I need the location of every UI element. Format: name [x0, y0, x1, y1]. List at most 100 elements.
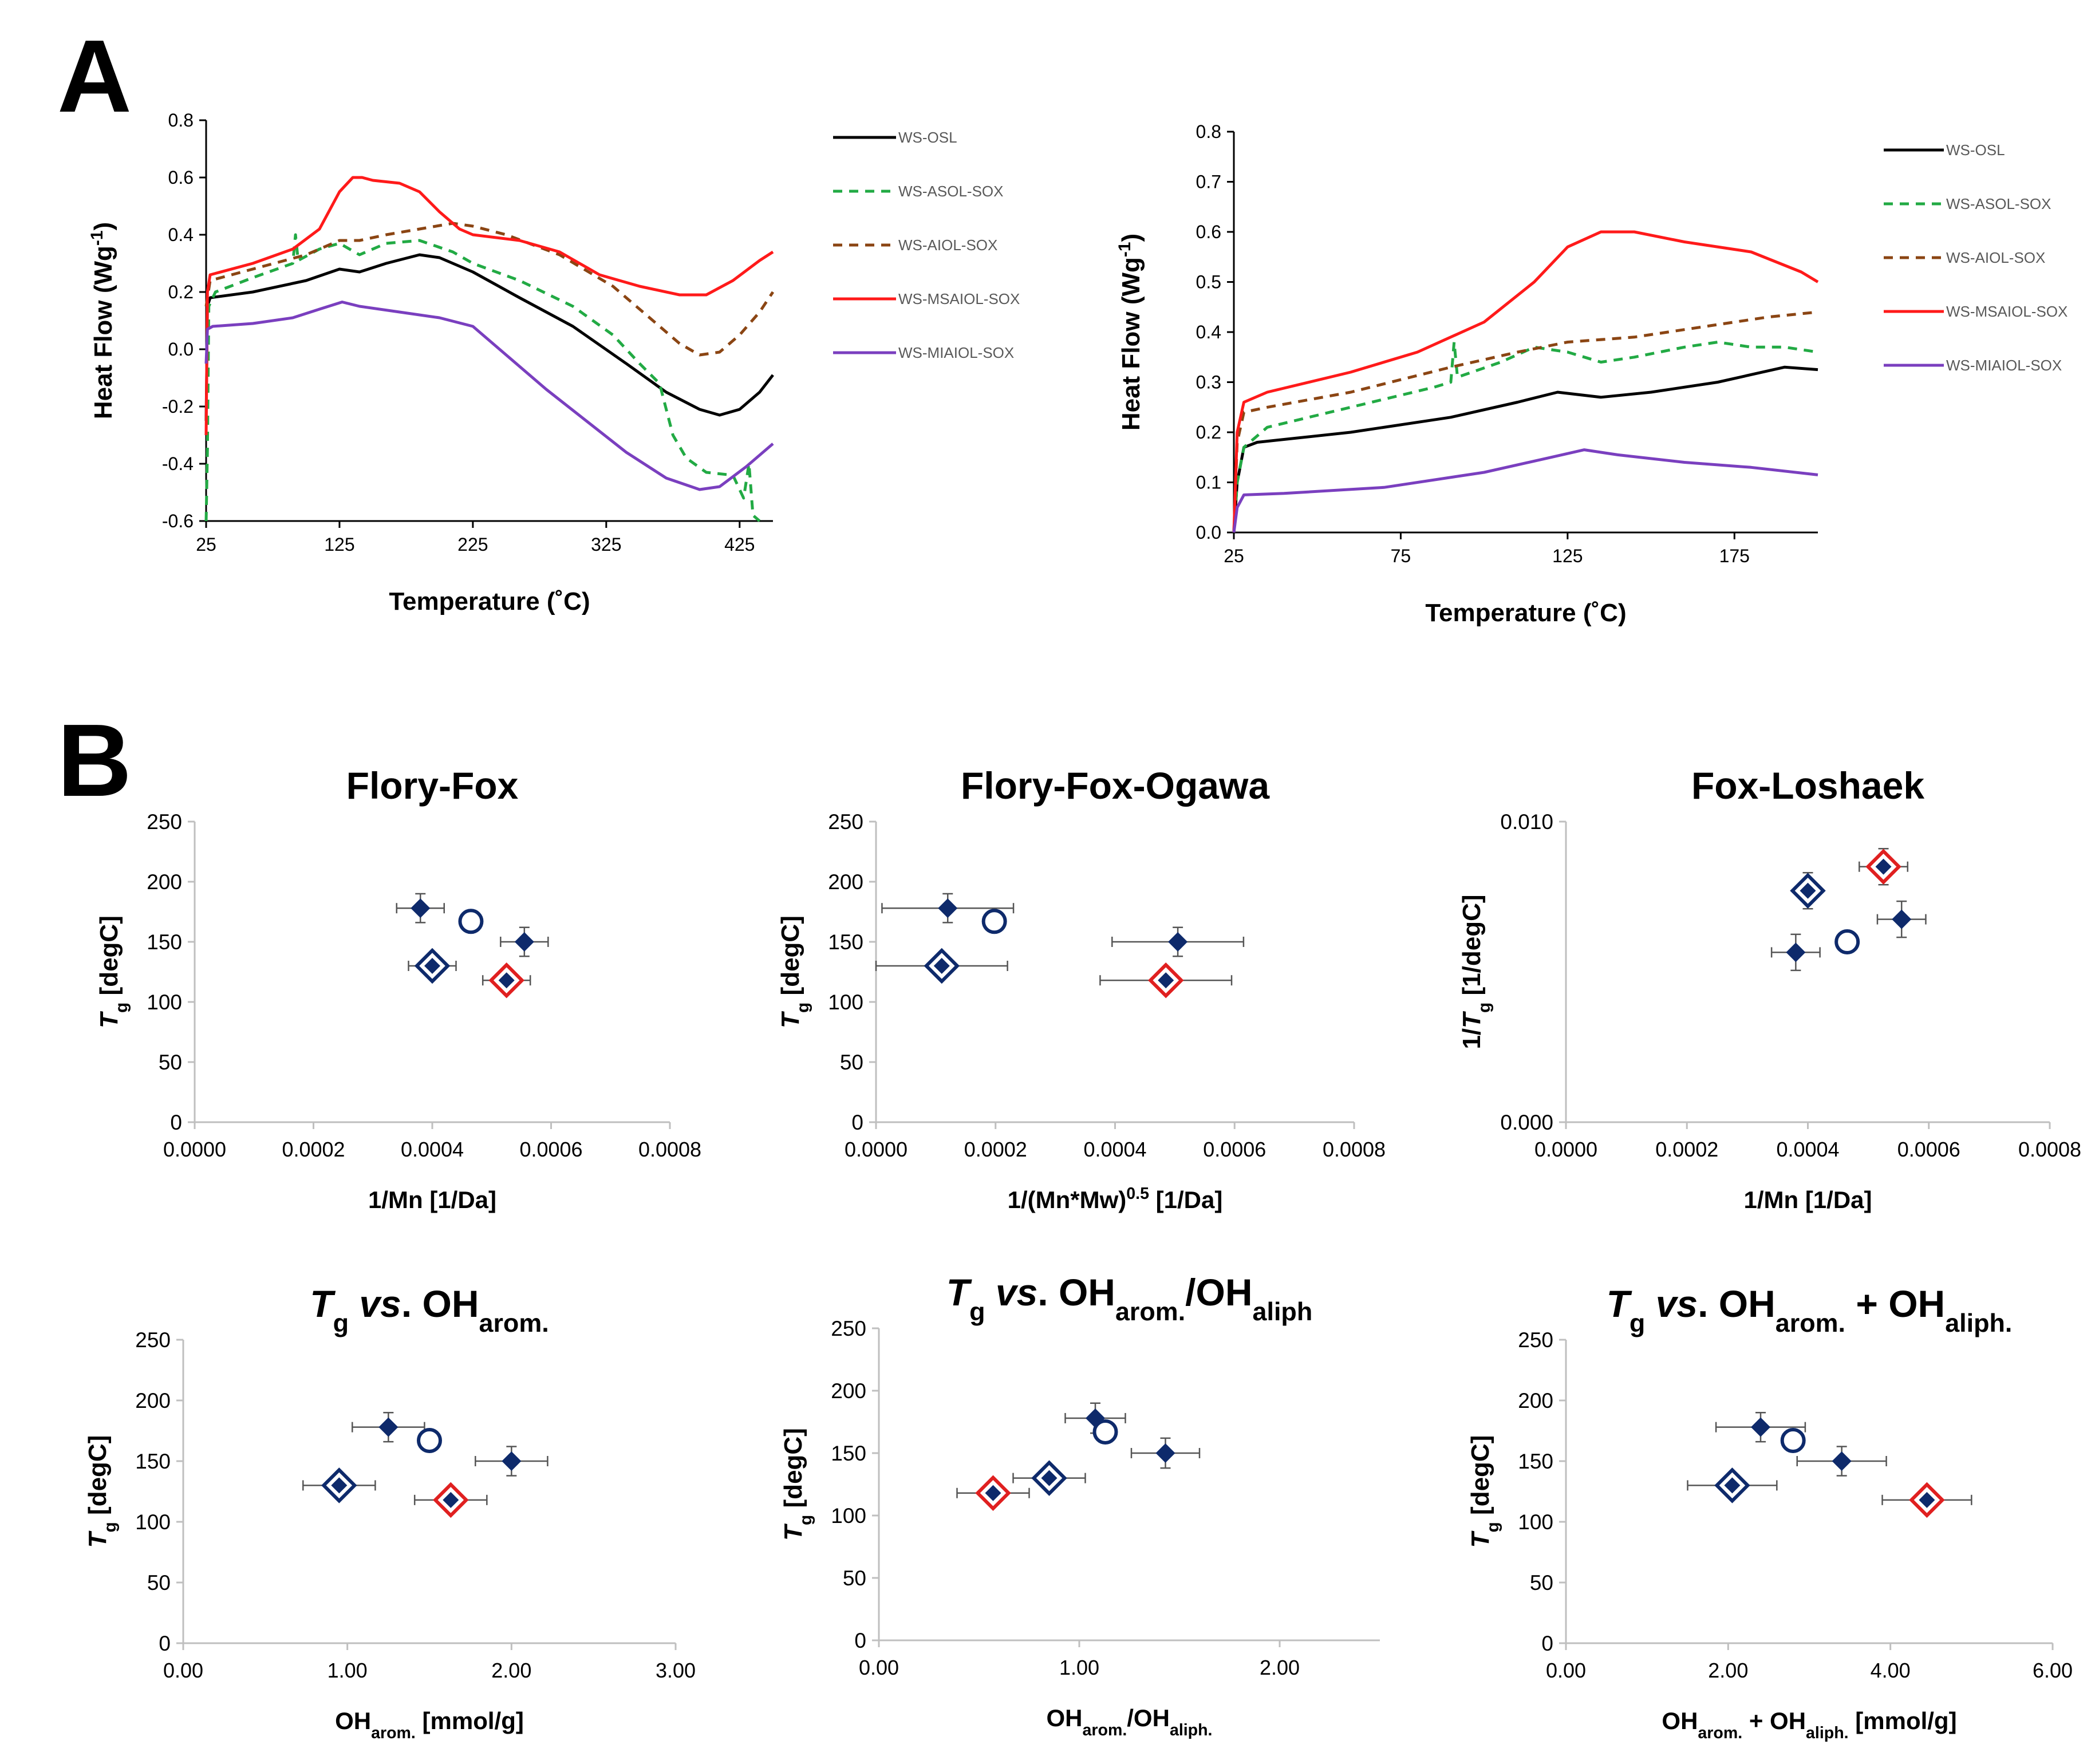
y-tick-label: 50	[147, 1571, 171, 1595]
y-axis-title-part: )	[1117, 234, 1145, 242]
y-tick-label: 0.0	[168, 339, 194, 360]
chart-title-part: T	[310, 1282, 336, 1325]
marker-circle-open	[1780, 1427, 1806, 1453]
data-point-diamond-filled	[1770, 933, 1821, 972]
y-axis-title: Tg [degC]	[779, 1428, 815, 1541]
data-point-diamond-open-red	[1881, 1482, 1972, 1518]
y-axis-title-part: T	[779, 1524, 807, 1541]
marker-diamond-filled	[502, 1451, 522, 1471]
marker-circle-open	[1092, 1419, 1118, 1445]
y-tick-label: 0	[1541, 1632, 1553, 1655]
y-tick-label: 0.0	[1196, 522, 1221, 543]
y-axis-title-part: -1	[88, 230, 106, 246]
legend-label: WS-AIOL-SOX	[898, 236, 997, 254]
data-point-diamond-open-navy	[302, 1467, 376, 1503]
x-tick-label: 0.0008	[2018, 1138, 2081, 1161]
y-axis-title: Heat Flow (Wg-1)	[88, 222, 118, 419]
marker-diamond-inner	[985, 1485, 1001, 1501]
y-tick-label: 150	[135, 1450, 171, 1473]
chart-title: Tg vs. OHarom.	[310, 1282, 549, 1337]
data-point-diamond-open-red	[956, 1475, 1030, 1512]
chart-title-part: g	[1630, 1308, 1645, 1337]
data-point-diamond-open-navy	[1687, 1467, 1778, 1503]
y-axis-title: Tg [degC]	[1466, 1435, 1502, 1548]
data-point-diamond-open-red	[1099, 962, 1233, 999]
legend-label: WS-ASOL-SOX	[1946, 195, 2051, 212]
y-tick-label: 200	[831, 1379, 866, 1403]
x-tick-label: 0.00	[859, 1656, 899, 1679]
y-axis-title-part: g	[794, 1003, 812, 1013]
y-tick-label: 100	[135, 1510, 171, 1534]
y-axis-title: Tg [degC]	[84, 1435, 120, 1548]
chart-title-part: g	[969, 1297, 985, 1326]
series-line-asol	[1232, 341, 1818, 533]
y-tick-label: 250	[831, 1317, 866, 1340]
data-point-diamond-open-navy	[1012, 1460, 1086, 1496]
y-axis-title-part: [degC]	[779, 1428, 807, 1515]
x-tick-label: 0.0002	[282, 1138, 345, 1161]
data-point-diamond-filled	[475, 1446, 549, 1477]
data-point-diamond-filled	[1876, 900, 1927, 938]
data-point-diamond-open-red	[1859, 848, 1909, 886]
data-point-diamond-open-navy	[1790, 872, 1826, 910]
chart-title-part: vs	[359, 1282, 401, 1325]
y-axis-title-part: g	[1483, 1522, 1502, 1532]
y-tick-label: -0.2	[162, 396, 194, 417]
x-tick-label: 0.00	[1546, 1659, 1586, 1682]
chart-title-part: arom.	[1776, 1308, 1845, 1337]
marker-circle-open	[1834, 929, 1860, 954]
y-axis-title-part: [degC]	[84, 1435, 112, 1522]
series-line-miaiol	[1232, 448, 1818, 533]
data-point-circle-open	[1780, 1427, 1806, 1453]
y-tick-label: 100	[147, 990, 182, 1014]
y-tick-label: 150	[1518, 1450, 1553, 1473]
marker-diamond-inner	[1919, 1491, 1935, 1508]
marker-diamond-filled	[938, 898, 958, 918]
x-tick-label: 0.0008	[1323, 1138, 1386, 1161]
y-tick-label: 200	[828, 870, 863, 894]
y-tick-label: 0.4	[1196, 322, 1221, 342]
marker-diamond-inner	[1800, 882, 1816, 899]
marker-diamond-filled	[378, 1417, 399, 1437]
marker-circle-open	[417, 1427, 442, 1453]
series-line-msaiol	[204, 176, 774, 436]
y-axis-title: Tg [degC]	[776, 915, 812, 1028]
y-axis-title-part: g	[101, 1522, 120, 1532]
x-axis-title: Temperature (˚C)	[389, 587, 590, 615]
y-tick-label: 100	[831, 1504, 866, 1528]
y-axis-title-part: g	[1475, 1003, 1494, 1013]
y-tick-label: 0.8	[168, 110, 194, 131]
chart-title: Tg vs. OHarom./OHaliph	[946, 1271, 1312, 1326]
y-tick-label: 50	[840, 1051, 863, 1074]
x-axis-title: OHarom./OHaliph.	[1047, 1704, 1213, 1739]
x-tick-label: 425	[724, 534, 755, 555]
marker-diamond-inner	[443, 1491, 459, 1508]
x-tick-label: 0.0006	[519, 1138, 582, 1161]
x-tick-label: 4.00	[1871, 1659, 1911, 1682]
x-tick-label: 1.00	[328, 1659, 368, 1682]
y-tick-label: 0.3	[1196, 372, 1221, 393]
data-point-diamond-filled	[1796, 1446, 1887, 1477]
x-axis-title: OHarom. + OHaliph. [mmol/g]	[1662, 1707, 1956, 1742]
y-axis-title-part: T	[1458, 1011, 1486, 1028]
y-tick-label: 0	[170, 1111, 182, 1134]
marker-diamond-inner	[1724, 1477, 1741, 1494]
marker-diamond-inner	[424, 958, 440, 974]
x-axis-title: OHarom. [mmol/g]	[335, 1707, 524, 1742]
chart-title-part: + OH	[1845, 1282, 1945, 1325]
x-tick-label: 0.0002	[1655, 1138, 1718, 1161]
x-axis-title-part: arom.	[1698, 1724, 1742, 1742]
marker-diamond-filled	[514, 932, 534, 952]
x-axis-title-part: OH	[1047, 1704, 1083, 1731]
x-tick-label: 1.00	[1059, 1656, 1099, 1679]
y-tick-label: 100	[828, 990, 863, 1014]
y-axis-title-part: Heat Flow (Wg	[1117, 257, 1145, 431]
x-axis-title-part: 1/Mn [1/Da]	[1743, 1186, 1872, 1213]
x-tick-label: 0.0008	[638, 1138, 701, 1161]
marker-diamond-filled	[1155, 1443, 1175, 1463]
data-point-diamond-filled	[1064, 1402, 1126, 1434]
data-point-diamond-filled	[881, 893, 1015, 924]
y-tick-label: 0	[851, 1111, 863, 1134]
chart-title: Flory-Fox	[346, 764, 519, 807]
